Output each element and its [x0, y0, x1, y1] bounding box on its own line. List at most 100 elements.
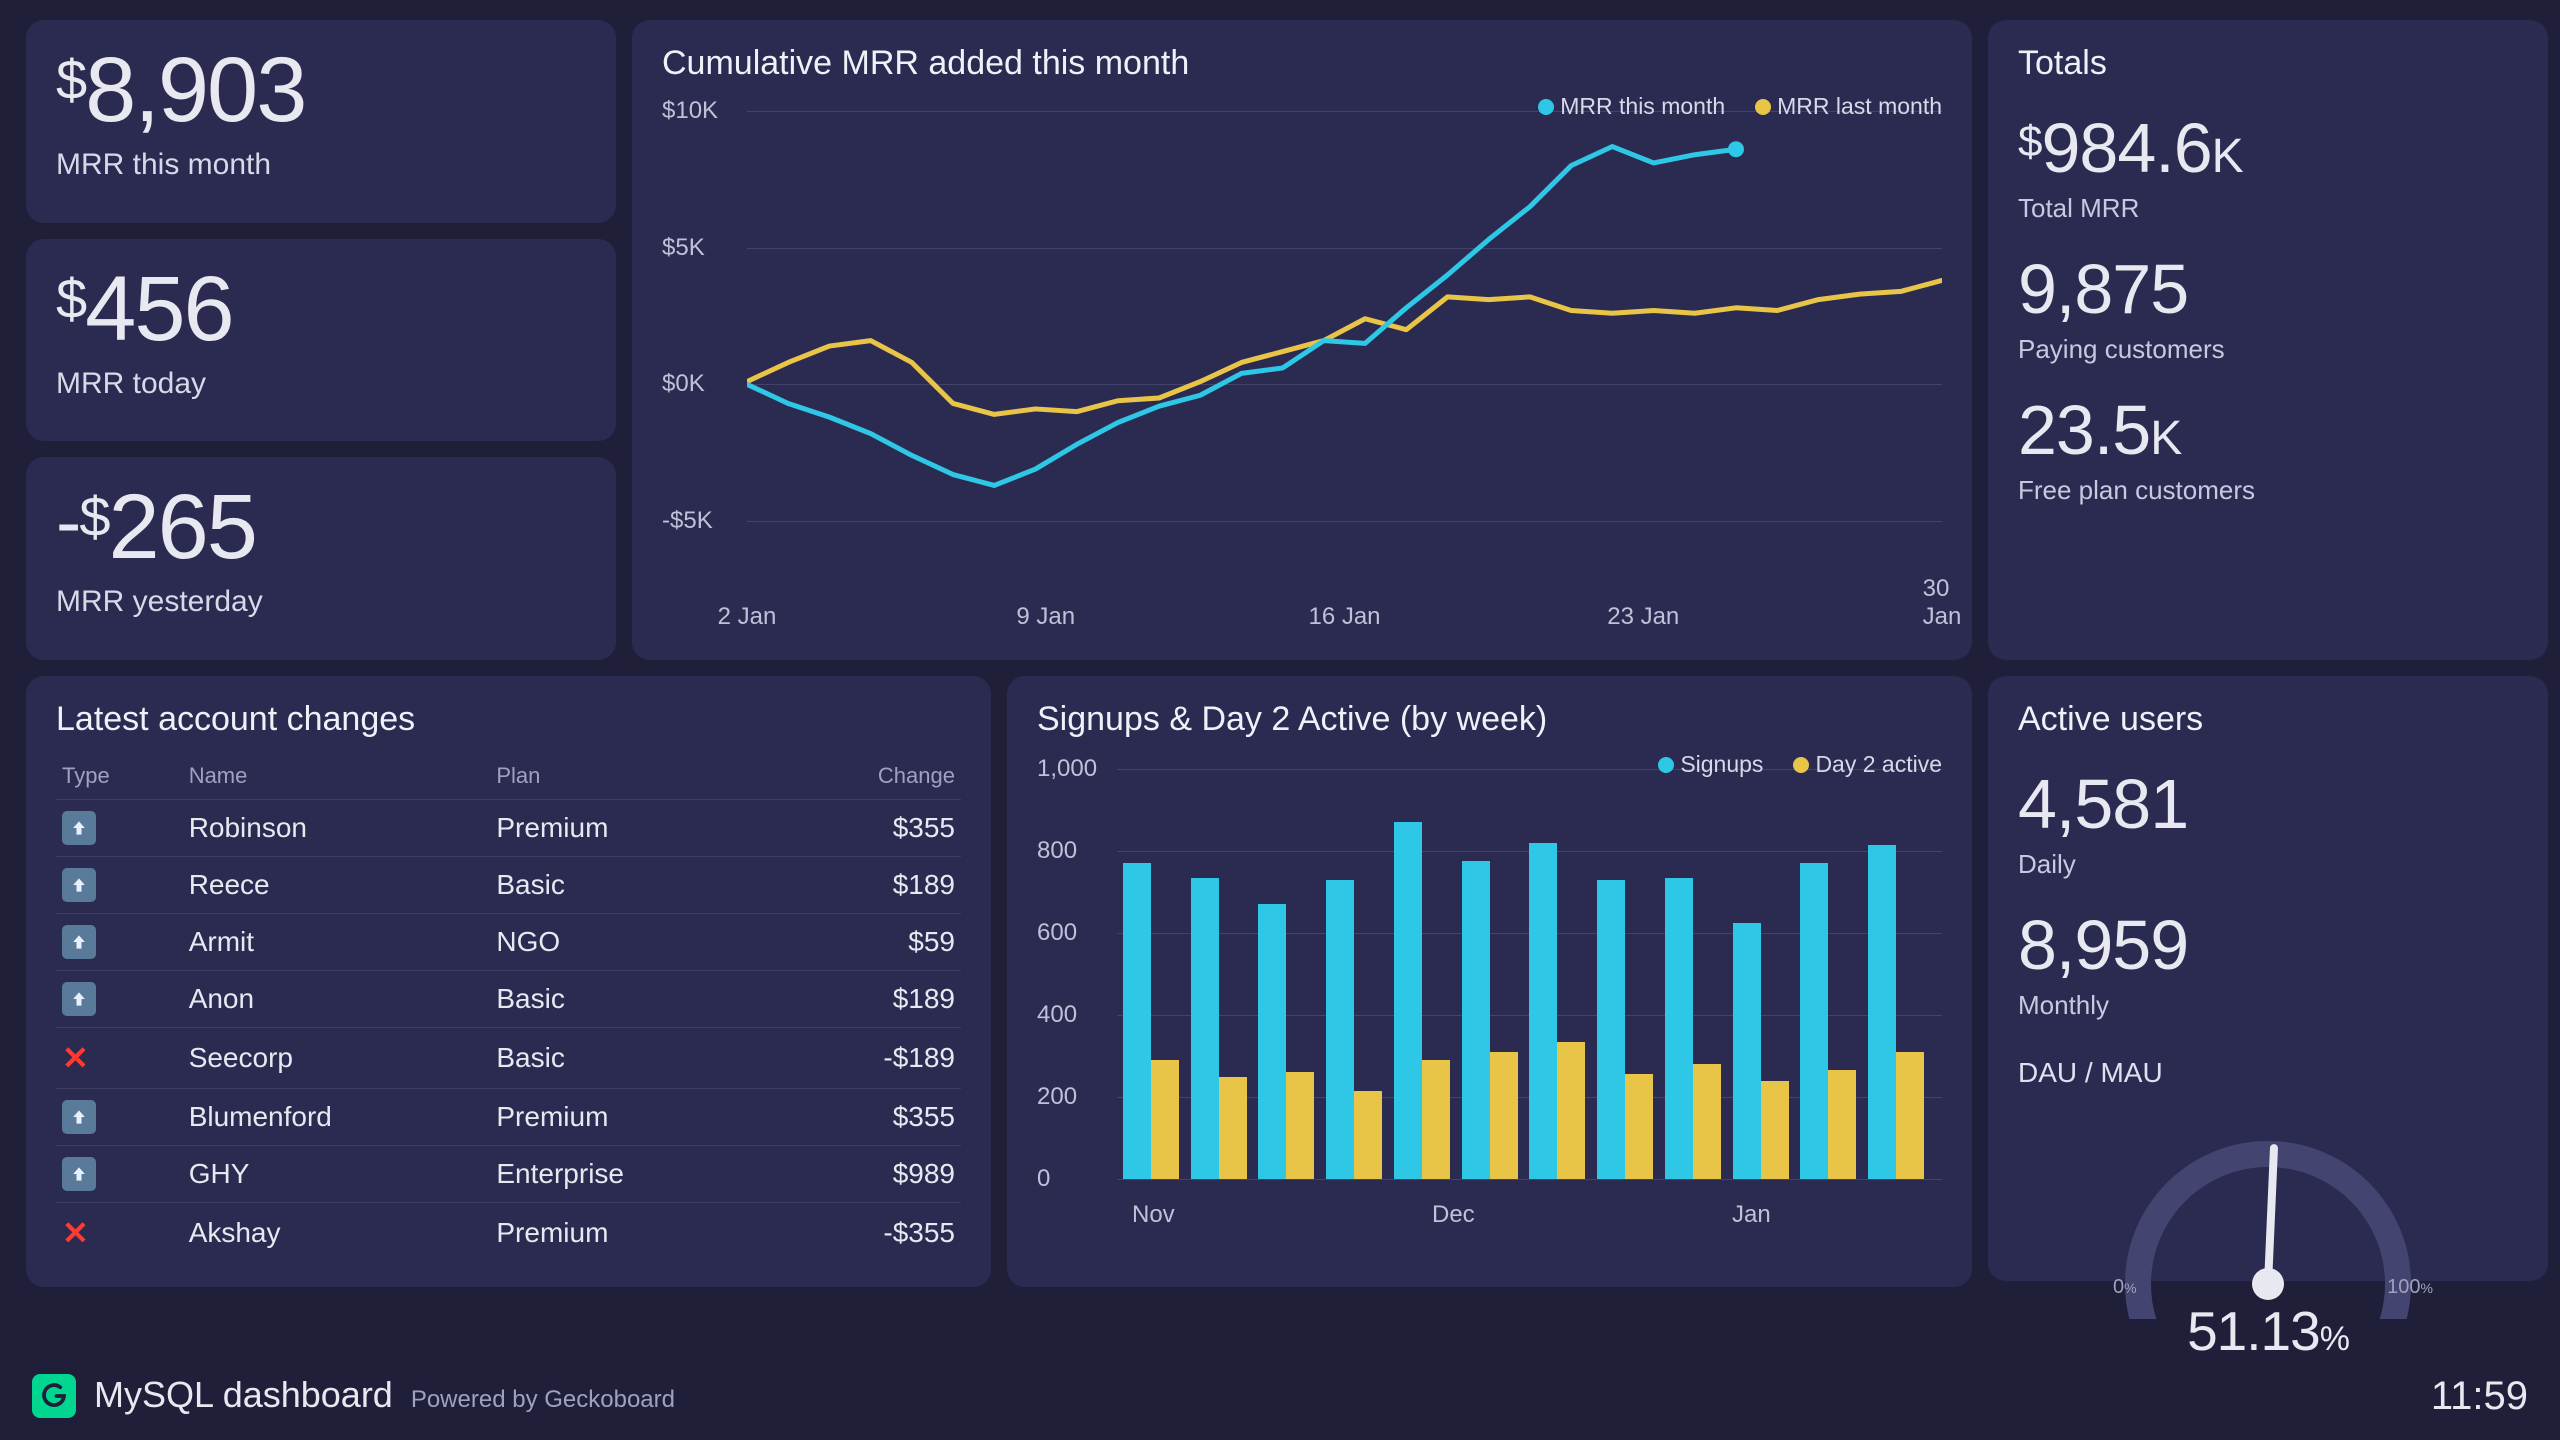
acct-name: Anon: [183, 971, 491, 1028]
kpi-mrr-month: $8,903 MRR this month: [26, 20, 616, 223]
upgrade-icon: [62, 1100, 96, 1134]
card-title: Latest account changes: [56, 700, 961, 739]
bar-group: [1800, 863, 1856, 1179]
table-header: Plan: [490, 753, 780, 800]
day2-bar: [1151, 1060, 1179, 1179]
signups-bar: [1123, 863, 1151, 1179]
table-row: ✕SeecorpBasic-$189: [56, 1028, 961, 1089]
cancel-icon: ✕: [62, 1040, 89, 1076]
signups-bar: [1868, 845, 1896, 1179]
kpi-prefix: $: [56, 48, 85, 111]
mrr-line-chart-card: Cumulative MRR added this month $10K$5K$…: [632, 20, 1972, 660]
acct-change: $59: [780, 914, 961, 971]
day2-bar: [1557, 1042, 1585, 1179]
gauge-max: 100%: [2387, 1276, 2433, 1299]
monthly-active-label: Monthly: [2018, 990, 2518, 1021]
signups-bar: [1529, 843, 1557, 1179]
signups-bar: [1394, 822, 1422, 1179]
signups-bar: [1733, 923, 1761, 1179]
day2-bar: [1354, 1091, 1382, 1179]
acct-change: $355: [780, 800, 961, 857]
upgrade-icon: [62, 868, 96, 902]
kpi-label: MRR yesterday: [56, 585, 586, 619]
acct-name: GHY: [183, 1146, 491, 1203]
day2-bar: [1761, 1081, 1789, 1179]
powered-by: Powered by Geckoboard: [411, 1386, 675, 1414]
acct-plan: Enterprise: [490, 1146, 780, 1203]
bar-group: [1733, 923, 1789, 1179]
acct-plan: Basic: [490, 971, 780, 1028]
kpi-value: 265: [108, 476, 256, 578]
acct-change: -$355: [780, 1203, 961, 1264]
card-title: Totals: [2018, 44, 2518, 83]
free-customers-value: 23.5: [2018, 391, 2150, 469]
table-row: ArmitNGO$59: [56, 914, 961, 971]
bar-group: [1326, 880, 1382, 1179]
kpi-label: MRR this month: [56, 148, 586, 182]
gauge-label: DAU / MAU: [2018, 1057, 2518, 1089]
acct-plan: Premium: [490, 1089, 780, 1146]
table-header: Name: [183, 753, 491, 800]
kpi-value: 8,903: [85, 39, 305, 141]
dau-mau-gauge: 0%100%: [2093, 1109, 2443, 1299]
day2-bar: [1693, 1064, 1721, 1179]
day2-bar: [1828, 1070, 1856, 1179]
total-mrr-value: 984.6: [2041, 109, 2211, 187]
totals-card: Totals $984.6K Total MRR 9,875 Paying cu…: [1988, 20, 2548, 660]
account-changes-card: Latest account changes TypeNamePlanChang…: [26, 676, 991, 1287]
table-row: AnonBasic$189: [56, 971, 961, 1028]
chart-title: Cumulative MRR added this month: [662, 44, 1189, 83]
footer: MySQL dashboard Powered by Geckoboard 11…: [26, 1368, 2534, 1424]
bar-group: [1123, 863, 1179, 1179]
acct-name: Robinson: [183, 800, 491, 857]
kpi-value: 456: [85, 258, 233, 360]
chart-title: Signups & Day 2 Active (by week): [1037, 700, 1547, 739]
upgrade-icon: [62, 982, 96, 1016]
bar-group: [1529, 843, 1585, 1179]
table-header: Type: [56, 753, 183, 800]
table-row: GHYEnterprise$989: [56, 1146, 961, 1203]
kpi-mrr-today: $456 MRR today: [26, 239, 616, 442]
geckoboard-logo-icon: [32, 1374, 76, 1418]
acct-name: Blumenford: [183, 1089, 491, 1146]
acct-change: -$189: [780, 1028, 961, 1089]
clock: 11:59: [2431, 1374, 2528, 1419]
acct-name: Akshay: [183, 1203, 491, 1264]
kpi-neg: -: [56, 480, 79, 565]
day2-bar: [1896, 1052, 1924, 1179]
bar-group: [1462, 861, 1518, 1179]
upgrade-icon: [62, 925, 96, 959]
signups-bar: [1258, 904, 1286, 1179]
acct-plan: Premium: [490, 800, 780, 857]
signups-bar-chart-card: Signups & Day 2 Active (by week) 1,00080…: [1007, 676, 1972, 1287]
kpi-label: MRR today: [56, 367, 586, 401]
daily-active-value: 4,581: [2018, 769, 2518, 839]
cancel-icon: ✕: [62, 1215, 89, 1251]
bar-group: [1394, 822, 1450, 1179]
day2-bar: [1422, 1060, 1450, 1179]
acct-plan: Basic: [490, 857, 780, 914]
kpi-prefix: $: [56, 267, 85, 330]
line-chart: $10K$5K$0K-$5K2 Jan9 Jan16 Jan23 Jan30 J…: [662, 101, 1942, 631]
paying-customers-value: 9,875: [2018, 250, 2188, 328]
signups-bar: [1800, 863, 1828, 1179]
kpi-prefix: $: [79, 485, 108, 548]
bar-group: [1665, 878, 1721, 1179]
bar-group: [1191, 878, 1247, 1179]
day2-bar: [1625, 1074, 1653, 1179]
signups-bar: [1597, 880, 1625, 1179]
acct-name: Armit: [183, 914, 491, 971]
day2-bar: [1219, 1077, 1247, 1180]
table-row: RobinsonPremium$355: [56, 800, 961, 857]
acct-change: $189: [780, 857, 961, 914]
signups-bar: [1665, 878, 1693, 1179]
signups-bar: [1462, 861, 1490, 1179]
kpi-mrr-yesterday: -$265 MRR yesterday: [26, 457, 616, 660]
acct-name: Reece: [183, 857, 491, 914]
acct-plan: NGO: [490, 914, 780, 971]
acct-plan: Premium: [490, 1203, 780, 1264]
total-label: Free plan customers: [2018, 475, 2518, 506]
card-title: Active users: [2018, 700, 2518, 739]
account-changes-table: TypeNamePlanChangeRobinsonPremium$355Ree…: [56, 753, 961, 1263]
acct-change: $189: [780, 971, 961, 1028]
